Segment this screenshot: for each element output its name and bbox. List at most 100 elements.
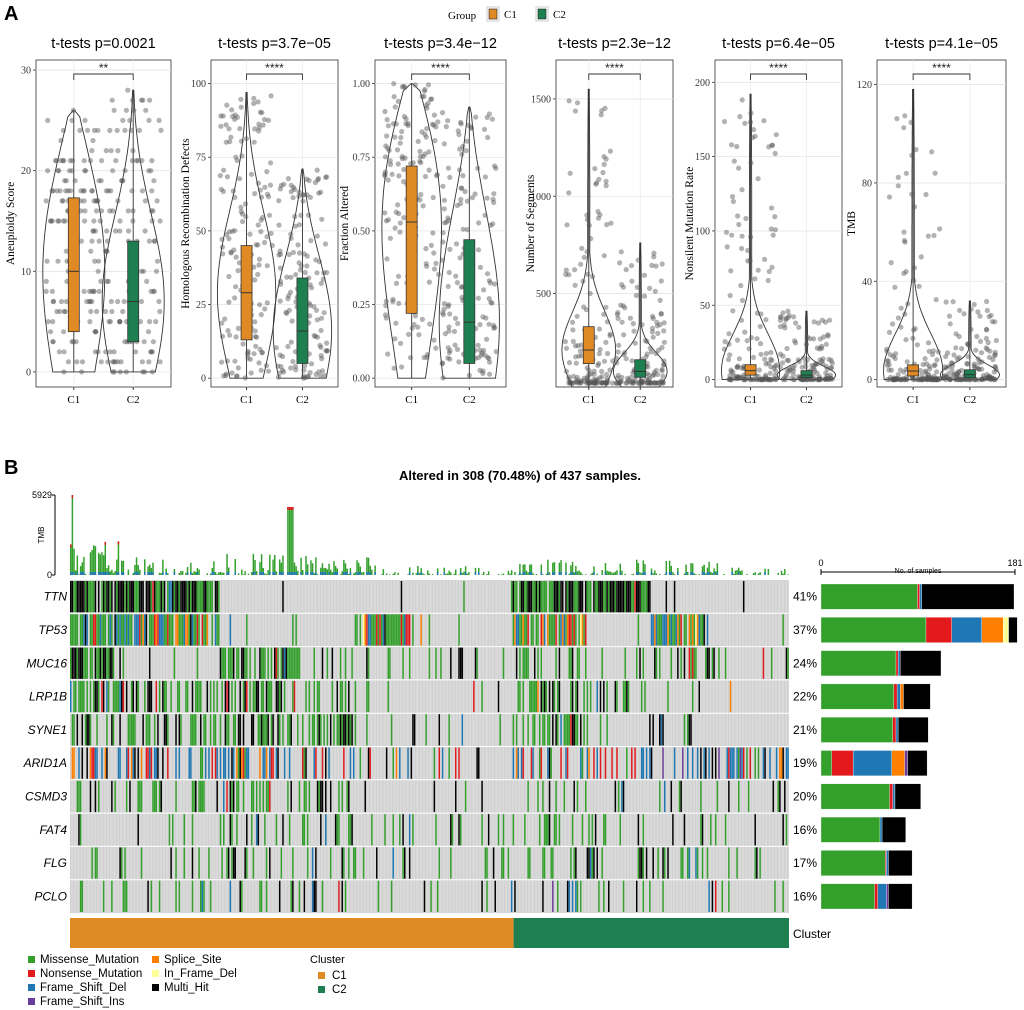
mutation-cell — [134, 614, 136, 646]
mutation-cell — [649, 747, 651, 779]
data-point — [224, 358, 230, 364]
mutation-cell — [119, 847, 121, 879]
mutation-cell — [377, 614, 380, 646]
data-point — [825, 332, 831, 338]
data-point — [280, 353, 286, 360]
mutation-cell — [348, 847, 350, 879]
data-point — [50, 339, 56, 345]
mutation-cell — [163, 714, 166, 746]
data-point — [760, 377, 766, 383]
tmb-bar — [297, 570, 299, 575]
mutation-cell — [259, 880, 261, 912]
data-point — [827, 317, 833, 323]
tmb-bar — [195, 571, 197, 575]
data-point — [115, 198, 121, 204]
tmb-bar-fsdel — [333, 572, 335, 575]
plot-frame — [210, 59, 339, 388]
mutation-cell — [231, 647, 233, 679]
mutation-cell — [573, 614, 575, 646]
mutation-cell — [264, 714, 266, 746]
mutation-cell — [514, 880, 516, 912]
box-c2 — [463, 239, 476, 364]
data-point — [768, 356, 774, 362]
data-point — [395, 161, 401, 167]
mutation-cell — [757, 747, 760, 779]
data-point — [817, 336, 823, 342]
data-point — [566, 190, 572, 196]
mutation-cell — [242, 647, 245, 679]
data-point — [107, 319, 113, 325]
data-point — [221, 373, 227, 379]
mutation-cell — [568, 714, 571, 746]
y-tick-label: 0.25 — [353, 300, 371, 311]
tmb-bar-fsdel — [287, 572, 289, 575]
mutation-cell — [104, 647, 107, 679]
mutation-cell — [152, 581, 154, 613]
data-point — [750, 376, 756, 382]
mutation-cell — [86, 614, 88, 646]
data-point — [651, 369, 658, 375]
mutation-cell — [576, 880, 579, 912]
data-point — [401, 83, 407, 89]
data-point — [628, 380, 635, 386]
mutation-cell — [183, 814, 186, 846]
mutation-cell — [402, 814, 404, 846]
mutation-cell — [376, 614, 378, 646]
mutation-cell — [412, 614, 414, 646]
data-point — [281, 369, 287, 375]
tmb-bar-fsdel — [575, 572, 577, 575]
data-point — [623, 380, 629, 386]
data-point — [54, 158, 60, 164]
gene-percent-arid1a: 19% — [793, 756, 817, 770]
data-point — [289, 318, 295, 324]
mutation-cell — [502, 814, 505, 846]
data-point — [923, 376, 929, 383]
data-point — [226, 273, 232, 280]
data-point — [140, 97, 146, 103]
mutation-cell — [683, 647, 686, 679]
tmb-bar-fsdel — [359, 572, 362, 575]
data-point — [785, 308, 791, 314]
mutation-cell — [696, 614, 699, 646]
mutation-cell — [512, 814, 515, 846]
data-point — [762, 256, 768, 262]
data-point — [659, 261, 665, 267]
data-point — [578, 342, 584, 348]
data-point — [304, 192, 310, 198]
mutation-cell — [221, 847, 223, 879]
mutation-cell — [170, 614, 172, 646]
data-point — [733, 376, 739, 382]
tmb-tick-top: 5929 — [32, 490, 52, 500]
tmb-bar-fsdel — [70, 572, 72, 575]
mutation-cell — [292, 680, 294, 713]
mutation-cell — [185, 680, 187, 713]
mutation-cell — [603, 581, 605, 613]
data-point — [87, 158, 94, 164]
tmb-bar — [167, 573, 169, 575]
mutation-cell — [568, 581, 571, 613]
mutation-cell — [389, 614, 391, 646]
gene-bar-pclo — [820, 883, 913, 910]
data-point — [629, 278, 635, 284]
tmb-bar-nonsense — [292, 507, 294, 510]
data-point — [770, 232, 776, 238]
data-point — [644, 380, 651, 386]
data-point — [259, 110, 265, 116]
mutation-cell — [642, 747, 645, 779]
data-point — [441, 301, 448, 307]
mutation-cell — [326, 714, 329, 746]
mutation-cell — [377, 880, 380, 912]
mutation-cell — [329, 780, 332, 813]
data-point — [142, 369, 148, 375]
tmb-bar — [580, 572, 582, 575]
mutation-cell — [96, 847, 98, 879]
data-point — [70, 158, 76, 164]
tmb-bar-fsdel — [116, 572, 118, 575]
y-tick-label: 100 — [695, 226, 710, 237]
mutation-cell — [533, 647, 536, 679]
data-point — [795, 357, 801, 363]
data-point — [586, 380, 592, 386]
tmb-bar — [267, 570, 269, 575]
tmb-bar-fsdel — [260, 572, 263, 575]
data-point — [563, 271, 569, 277]
